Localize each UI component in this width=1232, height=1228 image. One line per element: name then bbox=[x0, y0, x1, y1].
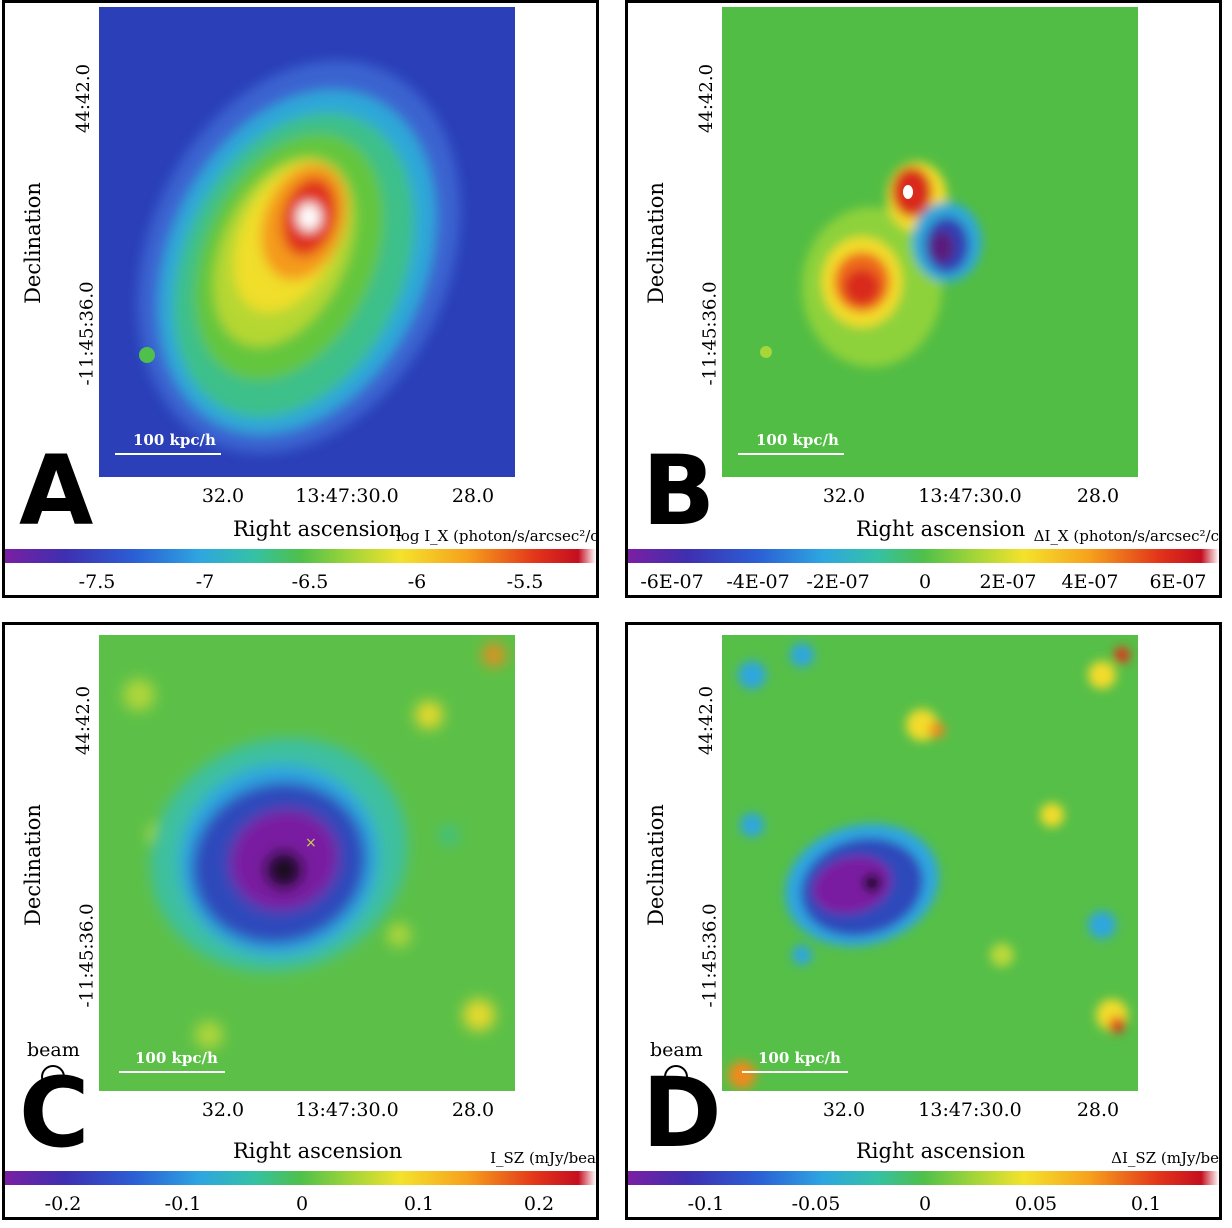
colorbar bbox=[5, 1171, 596, 1185]
panel-letter: A bbox=[19, 435, 93, 547]
scale-bar-label: 100 kpc/h bbox=[133, 431, 216, 449]
colorbar-tick: -0.1 bbox=[687, 1193, 725, 1215]
colorbar-tick: 6E-07 bbox=[1149, 571, 1207, 593]
colorbar-label: ΔI_X (photon/s/arcsec²/c bbox=[1033, 527, 1219, 545]
x-tick: 28.0 bbox=[1076, 1099, 1120, 1121]
colorbar-tick: -0.05 bbox=[791, 1193, 841, 1215]
y-axis-label: Declination bbox=[644, 804, 668, 926]
sz-residual-map bbox=[722, 635, 1138, 1091]
y-tick: -11:45:36.0 bbox=[699, 903, 721, 1008]
colorbar-tick: -7 bbox=[195, 571, 215, 593]
colorbar bbox=[5, 549, 596, 563]
x-tick: 32.0 bbox=[822, 1099, 866, 1121]
x-tick: 28.0 bbox=[1076, 485, 1120, 507]
colorbar-label: ΔI_SZ (mJy/be bbox=[1111, 1149, 1219, 1167]
x-axis-label: Right ascension bbox=[856, 517, 1026, 541]
colorbar-tick: -0.2 bbox=[44, 1193, 82, 1215]
beam-label: beam bbox=[650, 1039, 703, 1061]
y-tick: 44:42.0 bbox=[696, 685, 718, 756]
colorbar-tick: -0.1 bbox=[164, 1193, 202, 1215]
x-tick: 32.0 bbox=[201, 1099, 245, 1121]
colorbar-tick: 0 bbox=[295, 1193, 309, 1215]
x-tick: 32.0 bbox=[822, 485, 866, 507]
colorbar-tick: 4E-07 bbox=[1061, 571, 1119, 593]
colorbar-tick: -6E-07 bbox=[640, 571, 704, 593]
panel-letter: D bbox=[642, 1057, 722, 1169]
colorbar-tick: 0.2 bbox=[523, 1193, 555, 1215]
colorbar-tick: 0.05 bbox=[1014, 1193, 1058, 1215]
colorbar-tick: -5.5 bbox=[506, 571, 544, 593]
beam-circle-icon bbox=[41, 1065, 65, 1089]
colorbar-label: log I_X (photon/s/arcsec²/c bbox=[396, 527, 596, 545]
colorbar-tick: -6.5 bbox=[291, 571, 329, 593]
colorbar-tick: 0 bbox=[918, 1193, 932, 1215]
beam-circle-icon bbox=[664, 1065, 688, 1089]
panel-letter: B bbox=[642, 435, 715, 547]
colorbar bbox=[628, 1171, 1219, 1185]
x-axis-label: Right ascension bbox=[233, 1139, 403, 1163]
colorbar-tick: 0.1 bbox=[403, 1193, 435, 1215]
y-tick: -11:45:36.0 bbox=[76, 903, 98, 1008]
scale-bar bbox=[119, 1071, 225, 1073]
xray-map bbox=[99, 7, 515, 477]
scale-bar-label: 100 kpc/h bbox=[135, 1049, 218, 1067]
colorbar bbox=[628, 549, 1219, 563]
y-tick: 44:42.0 bbox=[696, 63, 718, 134]
x-tick: 13:47:30.0 bbox=[295, 485, 399, 507]
scale-bar bbox=[738, 453, 844, 455]
x-tick: 13:47:30.0 bbox=[918, 1099, 1022, 1121]
sz-map: × bbox=[99, 635, 515, 1091]
colorbar-tick: 0 bbox=[918, 571, 932, 593]
y-axis-label: Declination bbox=[21, 182, 45, 304]
y-axis-label: Declination bbox=[21, 804, 45, 926]
panel-b: 100 kpc/h Declination 44:42.0 -11:45:36.… bbox=[625, 0, 1222, 598]
scale-bar bbox=[115, 453, 221, 455]
colorbar-tick: -4E-07 bbox=[726, 571, 790, 593]
scale-bar bbox=[742, 1071, 848, 1073]
scale-bar-label: 100 kpc/h bbox=[758, 1049, 841, 1067]
scale-bar-label: 100 kpc/h bbox=[756, 431, 839, 449]
colorbar-label: I_SZ (mJy/bea bbox=[490, 1149, 596, 1167]
x-tick: 32.0 bbox=[201, 485, 245, 507]
colorbar-tick: 0.1 bbox=[1130, 1193, 1162, 1215]
colorbar-tick: -7.5 bbox=[78, 571, 116, 593]
svg-text:×: × bbox=[305, 835, 317, 851]
y-tick: 44:42.0 bbox=[73, 685, 95, 756]
x-tick: 28.0 bbox=[451, 1099, 495, 1121]
y-tick: -11:45:36.0 bbox=[699, 281, 721, 386]
x-tick: 13:47:30.0 bbox=[918, 485, 1022, 507]
colorbar-tick: -6 bbox=[407, 571, 427, 593]
y-tick: 44:42.0 bbox=[73, 63, 95, 134]
x-axis-label: Right ascension bbox=[856, 1139, 1026, 1163]
panel-c: × 100 kpc/h beam Declination 44:42.0 -11… bbox=[2, 622, 599, 1220]
panel-a: 100 kpc/h Declination 44:42.0 -11:45:36.… bbox=[2, 0, 599, 598]
beam-label: beam bbox=[27, 1039, 80, 1061]
colorbar-tick: 2E-07 bbox=[979, 571, 1037, 593]
x-axis-label: Right ascension bbox=[233, 517, 403, 541]
y-axis-label: Declination bbox=[644, 182, 668, 304]
x-tick: 28.0 bbox=[451, 485, 495, 507]
x-tick: 13:47:30.0 bbox=[295, 1099, 399, 1121]
colorbar-tick: -2E-07 bbox=[806, 571, 870, 593]
xray-residual-map bbox=[722, 7, 1138, 477]
y-tick: -11:45:36.0 bbox=[76, 281, 98, 386]
panel-letter: C bbox=[19, 1057, 89, 1169]
panel-d: 100 kpc/h beam Declination 44:42.0 -11:4… bbox=[625, 622, 1222, 1220]
